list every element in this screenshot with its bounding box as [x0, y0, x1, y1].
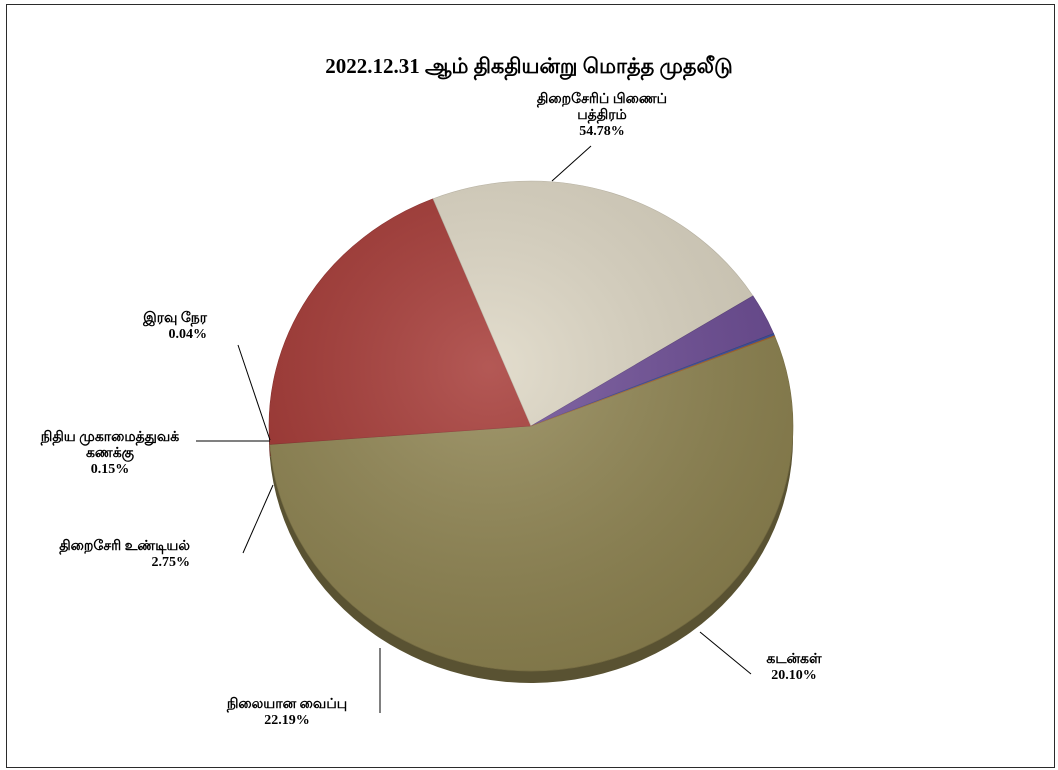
- slice-label: நிதிய முகாமைத்துவக் கணக்கு 0.15%: [40, 429, 180, 477]
- slice-name-label: இரவு நேர: [142, 310, 208, 327]
- slice-name-label: திறைசேரி உண்டியல்: [59, 538, 190, 555]
- slice-label: கடன்கள் 20.10%: [766, 652, 822, 683]
- slice-name-label: நிலையான வைப்பு: [226, 696, 347, 713]
- slice-value-label: 20.10%: [771, 668, 817, 683]
- leader-line: [237, 344, 271, 441]
- slice-value-label: 54.78%: [579, 124, 625, 139]
- slice-label: திறைசேரி உண்டியல் 2.75%: [59, 538, 190, 570]
- slice-name-label: கடன்கள்: [766, 652, 822, 667]
- slice-value-label: 0.04%: [169, 327, 208, 342]
- slice-label: இரவு நேர 0.04%: [142, 310, 208, 342]
- leader-line: [699, 631, 752, 675]
- slice-label: நிலையான வைப்பு 22.19%: [226, 696, 347, 728]
- slice-name-label: திறைசேரிப் பிணைப்: [537, 91, 667, 108]
- slice-name-label: கணக்கு: [86, 446, 135, 462]
- slice-value-label: 0.15%: [91, 462, 130, 477]
- slice-value-label: 22.19%: [264, 713, 310, 728]
- slice-value-label: 2.75%: [152, 555, 191, 570]
- chart-title: 2022.12.31 ஆம் திகதியன்று மொத்த முதலீடு: [325, 54, 733, 78]
- slice-name-label: பத்திரம்: [577, 107, 627, 124]
- slice-label: திறைசேரிப் பிணைப் பத்திரம் 54.78%: [537, 91, 667, 139]
- leader-line: [242, 484, 274, 554]
- leader-line: [551, 145, 592, 182]
- slice-name-label: நிதிய முகாமைத்துவக்: [40, 429, 180, 446]
